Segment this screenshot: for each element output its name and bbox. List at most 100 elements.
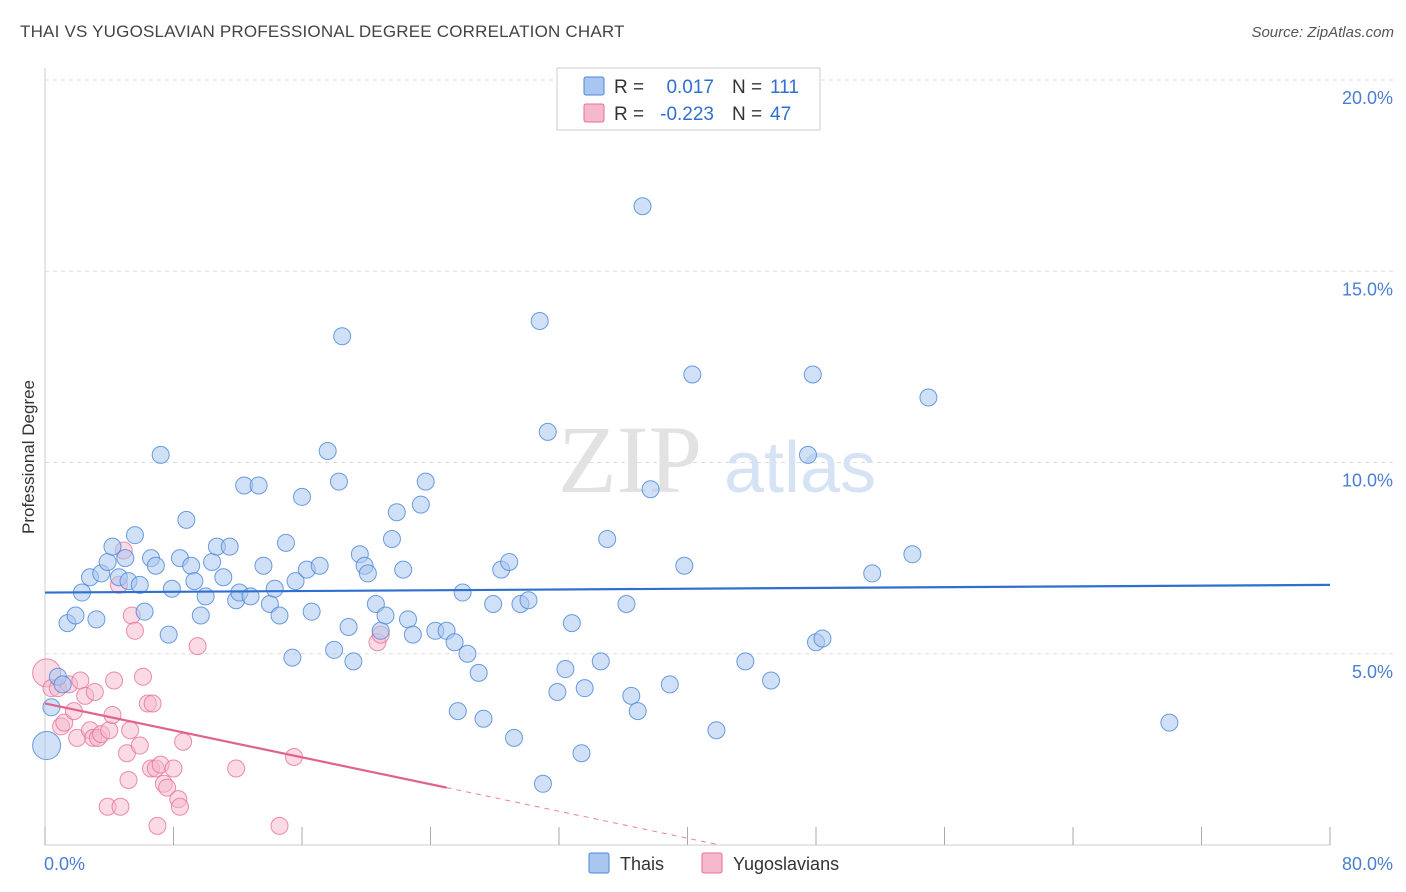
- yugoslavians-point: [111, 797, 130, 816]
- thais-point: [53, 675, 72, 694]
- bottom-legend-swatch-yugoslavians: [701, 852, 723, 874]
- thais-point: [411, 495, 430, 514]
- yugoslavians-point: [100, 721, 119, 740]
- thais-point: [130, 575, 149, 594]
- yugoslavians-point: [121, 721, 140, 740]
- thais-point: [474, 709, 493, 728]
- thais-point: [66, 606, 85, 625]
- yugoslavians-point: [133, 667, 152, 686]
- legend-r-value-thais: 0.017: [666, 77, 714, 98]
- thais-point: [1160, 713, 1179, 732]
- grid-lines: [45, 79, 1395, 655]
- yugoslavians-point: [71, 671, 90, 690]
- thais-point: [376, 606, 395, 625]
- yugoslavians-point: [103, 705, 122, 724]
- thais-trend-line: [44, 583, 1331, 594]
- legend-r-label-thais: R =: [614, 77, 644, 98]
- thais-point: [736, 652, 755, 671]
- thais-point: [177, 510, 196, 529]
- thais-point: [458, 644, 477, 663]
- thais-point: [382, 530, 401, 548]
- yugoslavians-point: [105, 671, 124, 690]
- thais-point: [344, 652, 363, 671]
- thais-point: [214, 568, 233, 587]
- thais-point: [633, 197, 652, 216]
- thais-point: [283, 648, 302, 667]
- thais-point: [286, 572, 305, 591]
- thais-point: [270, 606, 289, 625]
- thais-point: [135, 602, 154, 621]
- tick-labels: 5.0% 10.0% 15.0% 20.0% 0.0% 80.0%: [44, 88, 1393, 874]
- thais-point: [641, 480, 660, 499]
- x-tick-label-min: 0.0%: [44, 854, 85, 874]
- thais-point: [399, 610, 418, 629]
- thais-point: [416, 472, 435, 491]
- thais-point: [562, 614, 581, 633]
- thais-point: [371, 621, 390, 640]
- thais-point: [813, 629, 832, 648]
- yugoslavians-point: [125, 621, 144, 640]
- thais-point: [276, 533, 295, 552]
- thais-point: [366, 595, 385, 614]
- watermark: ZIP atlas: [558, 406, 876, 513]
- thais-point: [484, 595, 503, 614]
- thais-point: [191, 606, 210, 625]
- thais-point: [249, 476, 268, 495]
- thais-point: [87, 610, 106, 629]
- thais-point: [339, 617, 358, 636]
- thais-point: [325, 640, 344, 659]
- x-tick-label-max: 80.0%: [1342, 854, 1393, 874]
- thais-point: [505, 728, 524, 747]
- thais-point: [519, 591, 538, 610]
- y-tick-label: 15.0%: [1342, 279, 1393, 299]
- yugoslavians-point: [148, 816, 167, 835]
- y-tick-label: 10.0%: [1342, 471, 1393, 491]
- thais-point: [675, 556, 694, 575]
- bottom-legend-label-yugoslavians: Yugoslavians: [733, 854, 839, 874]
- yugoslavians-point: [174, 732, 193, 751]
- thais-point: [203, 552, 222, 571]
- legend-r-value-yugoslavians: -0.223: [660, 104, 714, 125]
- yugoslavians-point: [119, 770, 138, 789]
- thais-point: [358, 564, 377, 583]
- thais-point: [293, 487, 311, 506]
- yugoslavians-point: [158, 778, 177, 797]
- thais-point: [598, 530, 617, 548]
- yugoslavians-point: [130, 736, 149, 755]
- bottom-legend: Thais Yugoslavians: [588, 852, 839, 874]
- trend-lines: [44, 583, 1331, 846]
- thais-points: [32, 197, 1179, 793]
- yugoslavians-point: [170, 797, 189, 816]
- yugoslavians-point: [188, 637, 207, 656]
- thais-point: [146, 556, 165, 575]
- thais-point: [707, 721, 726, 740]
- thais-point: [387, 503, 406, 522]
- thais-point: [151, 445, 170, 464]
- thais-point: [42, 698, 61, 717]
- thais-point: [196, 587, 215, 606]
- thais-point: [333, 327, 352, 346]
- thais-point: [98, 552, 117, 571]
- thais-point: [162, 579, 181, 598]
- thais-point: [556, 660, 575, 679]
- thais-point: [318, 442, 337, 461]
- thais-point: [125, 526, 144, 545]
- thais-point: [683, 365, 702, 384]
- thais-point: [185, 572, 204, 591]
- thais-point: [538, 422, 557, 441]
- thais-point: [254, 556, 273, 575]
- chart-title: THAI VS YUGOSLAVIAN PROFESSIONAL DEGREE …: [20, 22, 625, 41]
- thais-point: [919, 388, 938, 407]
- thais-point: [445, 633, 464, 652]
- legend-swatch-yugoslavians: [583, 103, 605, 123]
- thais-point: [572, 744, 591, 763]
- yugoslavians-trend-extension: [446, 787, 720, 846]
- thais-point: [533, 774, 552, 793]
- thais-point: [530, 311, 549, 330]
- thais-point: [265, 579, 284, 598]
- thais-point: [116, 549, 135, 568]
- stats-legend: R = 0.017 N = 111 R = -0.223 N = 47: [556, 67, 821, 131]
- thais-point: [628, 702, 647, 721]
- thais-point: [159, 625, 178, 644]
- thais-point: [622, 686, 641, 705]
